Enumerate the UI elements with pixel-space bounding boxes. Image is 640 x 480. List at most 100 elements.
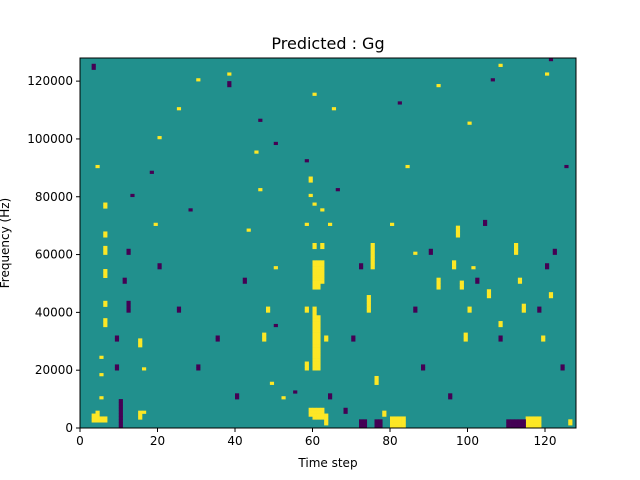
heatmap-cell-127 bbox=[320, 410, 325, 414]
heatmap-cell-46 bbox=[273, 266, 278, 270]
heatmap-cell-177 bbox=[390, 422, 395, 426]
heatmap-cell-214 bbox=[486, 295, 492, 299]
heatmap-cell-215 bbox=[486, 292, 492, 296]
heatmap-cell-226 bbox=[521, 306, 526, 310]
heatmap-cell-110 bbox=[316, 326, 321, 331]
heatmap-cell-329 bbox=[483, 219, 488, 224]
heatmap-cell-160 bbox=[366, 297, 371, 302]
heatmap-cell-189 bbox=[401, 422, 406, 426]
heatmap-cell-299 bbox=[328, 393, 333, 397]
heatmap-cell-319 bbox=[413, 306, 418, 310]
plot-area bbox=[79, 57, 577, 429]
heatmap-cell-260 bbox=[246, 228, 251, 232]
heatmap-cell-224 bbox=[517, 277, 523, 281]
heatmap-cell-38 bbox=[153, 222, 158, 226]
heatmap-cell-232 bbox=[529, 425, 534, 429]
chart-title: Predicted : Gg bbox=[271, 34, 384, 53]
heatmap-cell-334 bbox=[506, 419, 511, 423]
heatmap-cell-73 bbox=[312, 329, 317, 333]
heatmap-cell-194 bbox=[436, 286, 441, 290]
heatmap-cell-68 bbox=[312, 344, 317, 348]
heatmap-cell-111 bbox=[316, 323, 321, 328]
heatmap-cell-301 bbox=[343, 407, 348, 411]
heatmap-cell-230 bbox=[525, 419, 530, 423]
heatmap-cell-173 bbox=[374, 375, 379, 380]
y-axis: 0 20000 40000 60000 80000 100000 120000 bbox=[27, 74, 80, 435]
heatmap-cell-286 bbox=[176, 309, 182, 313]
heatmap-cell-146 bbox=[308, 193, 313, 198]
heatmap-cell-293 bbox=[235, 393, 240, 397]
heatmap-cell-336 bbox=[510, 422, 515, 426]
heatmap-cell-254 bbox=[436, 84, 441, 88]
heatmap-cell-151 bbox=[312, 202, 317, 206]
heatmap-cell-355 bbox=[91, 66, 96, 70]
heatmap-cell-169 bbox=[370, 245, 375, 250]
heatmap-cell-185 bbox=[397, 422, 402, 426]
heatmap-cell-217 bbox=[498, 323, 503, 328]
y-tick-label: 60000 bbox=[35, 248, 73, 262]
heatmap-cell-21 bbox=[103, 269, 108, 273]
heatmap-cell-60 bbox=[312, 367, 317, 371]
heatmap-cell-147 bbox=[308, 179, 313, 183]
heatmap-cell-118 bbox=[316, 277, 321, 281]
heatmap-cell-317 bbox=[359, 263, 364, 267]
heatmap-cell-364 bbox=[564, 164, 569, 169]
heatmap-cell-243 bbox=[537, 416, 542, 420]
heatmap-cell-363 bbox=[548, 58, 554, 62]
heatmap-cell-359 bbox=[258, 118, 263, 122]
heatmap-cell-263 bbox=[118, 419, 123, 423]
x-tick-label: 20 bbox=[150, 434, 165, 448]
heatmap-cell-339 bbox=[514, 422, 519, 426]
heatmap-cell-52 bbox=[304, 361, 309, 365]
heatmap-cell-195 bbox=[436, 283, 441, 287]
heatmap-cell-35 bbox=[138, 338, 143, 342]
heatmap-cell-148 bbox=[308, 176, 313, 180]
heatmap-cell-354 bbox=[560, 364, 565, 368]
heatmap-cell-139 bbox=[324, 422, 329, 426]
heatmap-cell-119 bbox=[316, 274, 321, 278]
heatmap-cell-134 bbox=[320, 266, 325, 270]
heatmap-cell-321 bbox=[421, 364, 426, 368]
heatmap-cell-14 bbox=[103, 323, 108, 328]
heatmap-cell-313 bbox=[378, 419, 383, 423]
heatmap-cell-247 bbox=[548, 292, 554, 296]
x-tick-label: 80 bbox=[382, 434, 397, 448]
heatmap-cell-351 bbox=[552, 251, 557, 255]
heatmap-cell-24 bbox=[103, 245, 108, 250]
heatmap-cell-265 bbox=[118, 413, 123, 417]
heatmap-cell-75 bbox=[312, 323, 317, 328]
heatmap-cell-240 bbox=[537, 425, 542, 429]
heatmap-cell-81 bbox=[312, 306, 317, 310]
heatmap-cell-274 bbox=[114, 335, 120, 339]
heatmap-cell-225 bbox=[521, 309, 526, 313]
heatmap-cell-356 bbox=[91, 63, 96, 67]
heatmap-cell-288 bbox=[196, 367, 201, 371]
heatmap-cell-176 bbox=[390, 425, 395, 429]
heatmap-cell-47 bbox=[281, 396, 286, 400]
heatmap-cell-297 bbox=[293, 390, 298, 394]
heatmap-cell-290 bbox=[215, 338, 220, 342]
heatmap-cell-335 bbox=[510, 425, 515, 429]
heatmap-cell-204 bbox=[455, 225, 461, 229]
heatmap-cell-234 bbox=[529, 419, 534, 423]
heatmap-cell-237 bbox=[533, 422, 538, 426]
heatmap-cell-346 bbox=[521, 419, 526, 423]
heatmap-cell-276 bbox=[126, 306, 131, 310]
heatmap-cell-244 bbox=[541, 338, 546, 342]
heatmap-cell-27 bbox=[103, 205, 108, 209]
heatmap-cell-62 bbox=[312, 361, 317, 365]
heatmap-cell-129 bbox=[320, 280, 325, 284]
heatmap-cell-153 bbox=[324, 335, 329, 339]
heatmap-cell-323 bbox=[428, 248, 433, 252]
heatmap-cell-190 bbox=[401, 419, 406, 423]
heatmap-cell-345 bbox=[521, 422, 526, 426]
heatmap-cell-6 bbox=[95, 410, 100, 414]
heatmap-cell-303 bbox=[359, 422, 364, 426]
heatmap-cell-174 bbox=[382, 413, 387, 417]
heatmap-cell-315 bbox=[351, 335, 356, 339]
heatmap-cell-292 bbox=[235, 396, 240, 400]
heatmap-cell-3 bbox=[95, 419, 100, 423]
heatmap-cell-350 bbox=[545, 263, 550, 267]
heatmap-cell-22 bbox=[103, 251, 108, 255]
y-tick-label: 100000 bbox=[27, 132, 73, 146]
